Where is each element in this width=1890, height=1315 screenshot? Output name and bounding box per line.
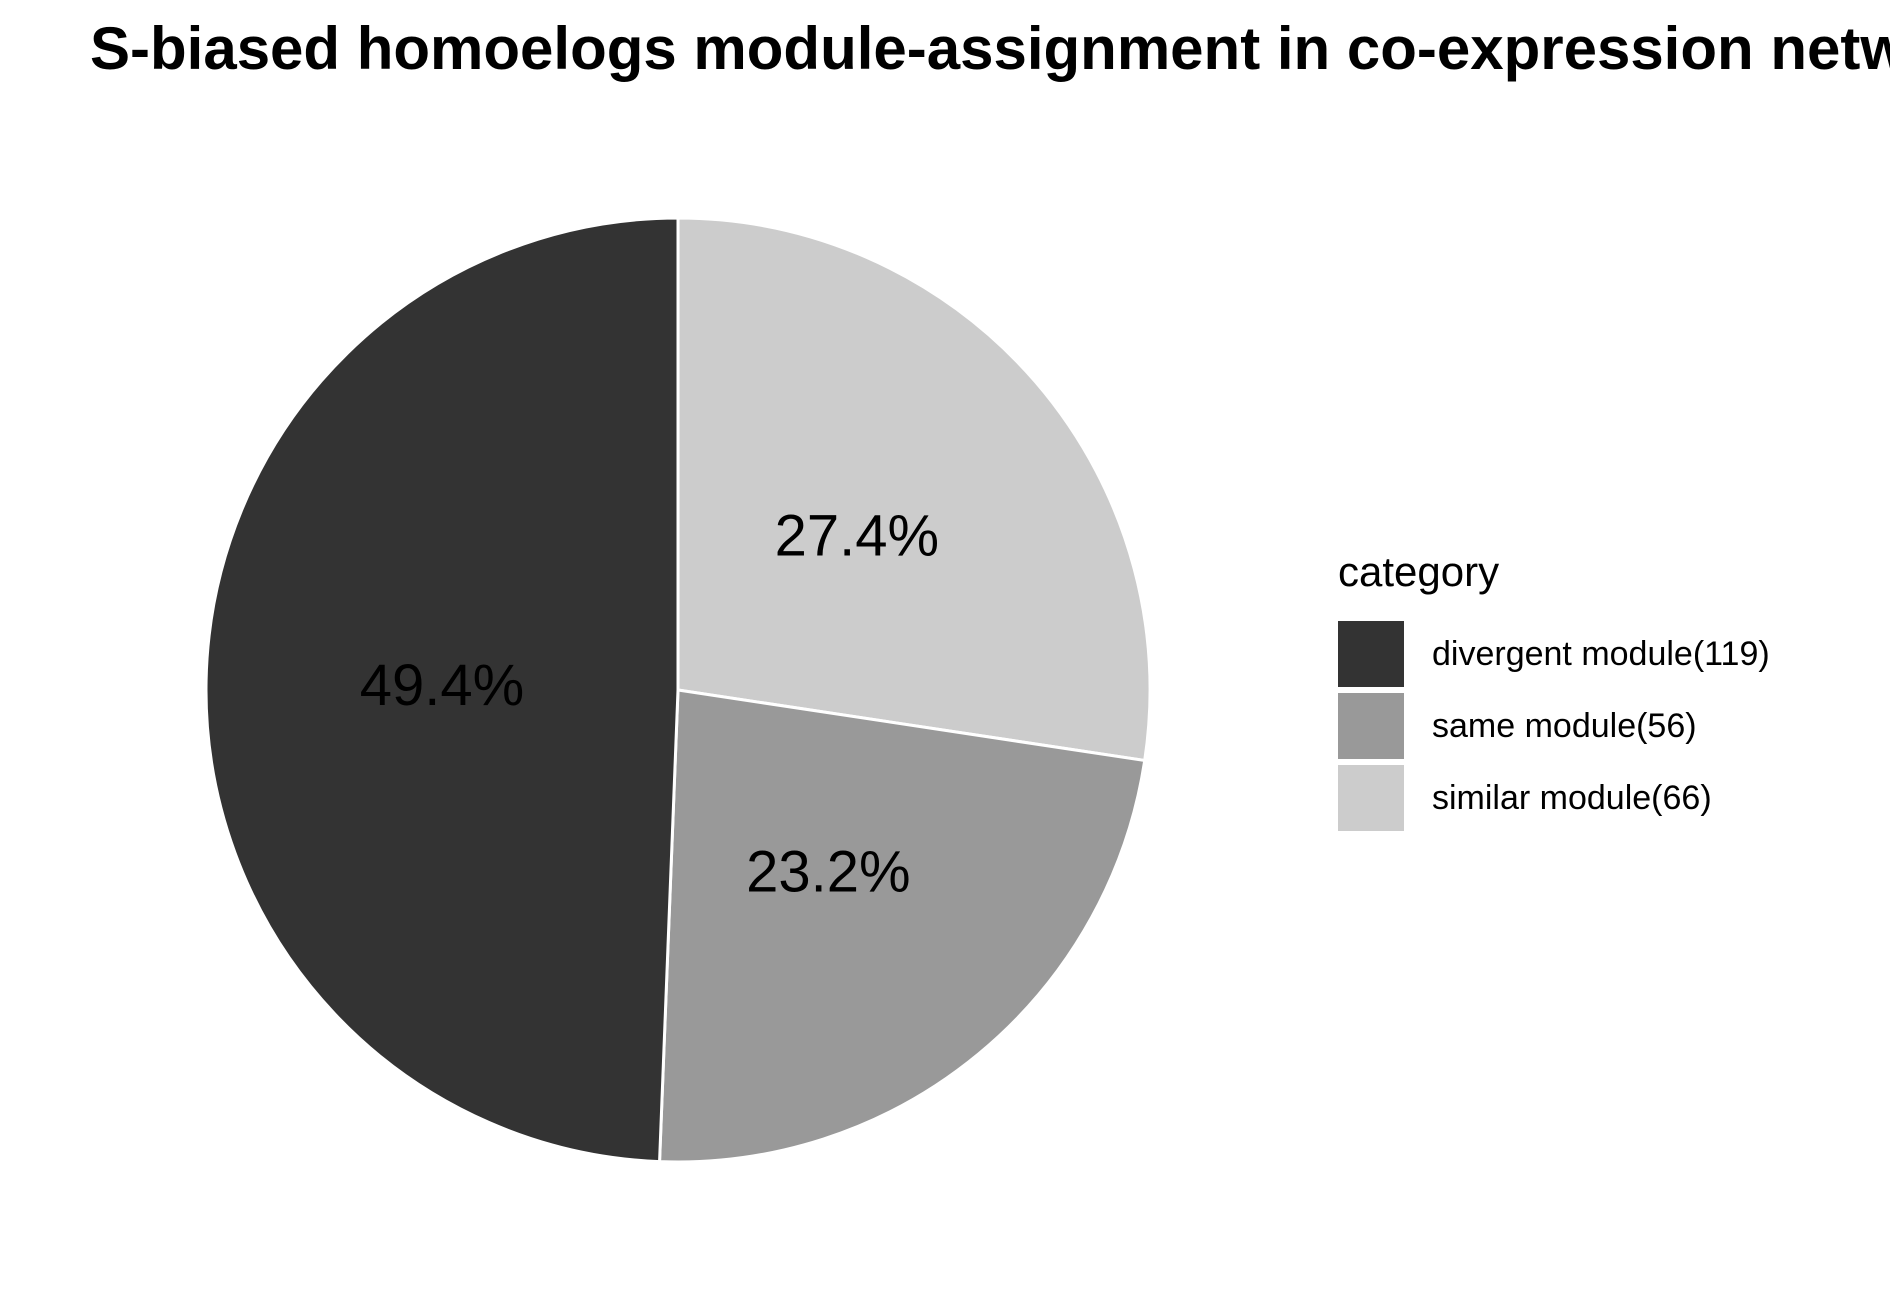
legend: category divergent module(119) same modul… bbox=[1338, 548, 1770, 834]
legend-key-0 bbox=[1338, 621, 1404, 687]
legend-key-1 bbox=[1338, 693, 1404, 759]
pie-slice-0 bbox=[204, 216, 680, 1164]
pie-slice-2 bbox=[676, 216, 1152, 763]
legend-item-2: similar module(66) bbox=[1338, 762, 1770, 834]
legend-item-0: divergent module(119) bbox=[1338, 618, 1770, 690]
slice-label-1: 23.2% bbox=[746, 839, 910, 904]
slice-label-0: 49.4% bbox=[360, 653, 524, 718]
legend-label-2: similar module(66) bbox=[1432, 778, 1712, 817]
legend-item-1: same module(56) bbox=[1338, 690, 1770, 762]
legend-title: category bbox=[1338, 548, 1500, 595]
legend-key-2 bbox=[1338, 765, 1404, 831]
legend-label-0: divergent module(119) bbox=[1432, 634, 1770, 673]
pie-slice-1 bbox=[657, 688, 1147, 1164]
slice-label-2: 27.4% bbox=[775, 504, 939, 569]
chart-title: S-biased homoelogs module-assignment in … bbox=[90, 15, 1890, 82]
legend-label-1: same module(56) bbox=[1432, 706, 1697, 745]
